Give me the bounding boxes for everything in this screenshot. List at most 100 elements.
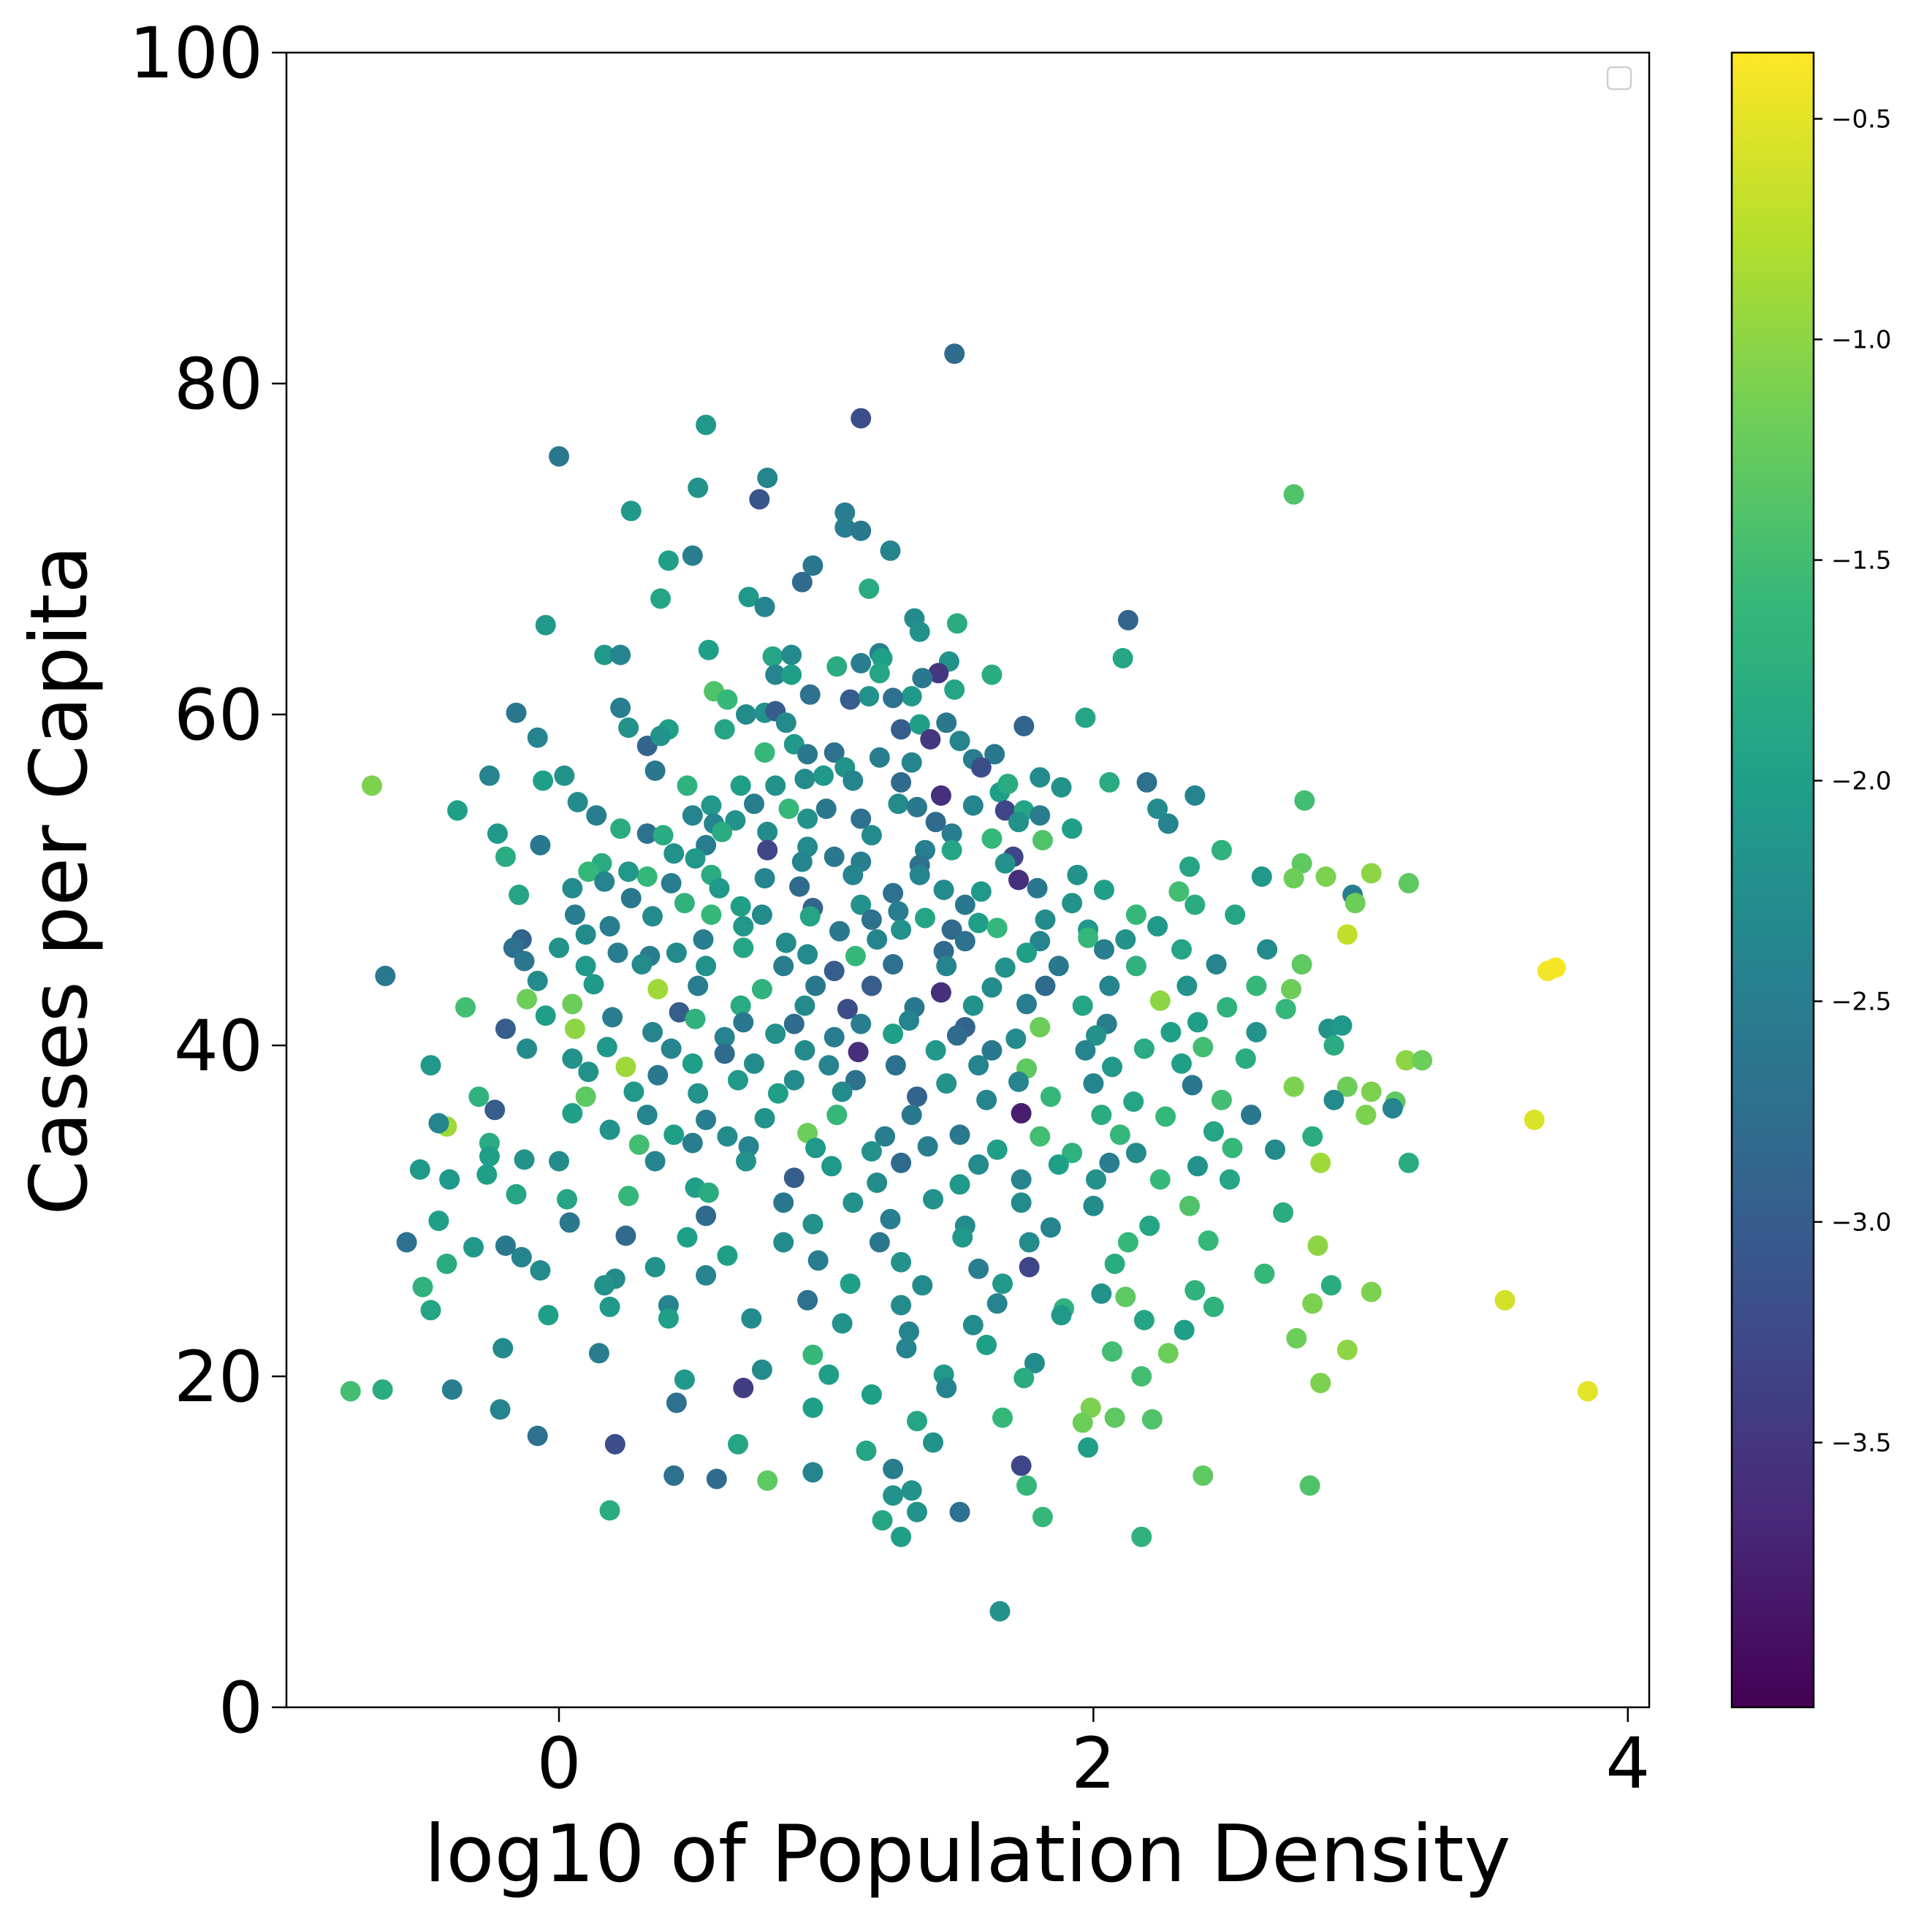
data-point <box>1008 1071 1029 1092</box>
data-point <box>1211 839 1232 861</box>
data-point <box>1577 1381 1598 1402</box>
data-point <box>802 1344 824 1365</box>
data-point <box>880 540 901 561</box>
data-point <box>1013 1368 1035 1389</box>
data-point <box>891 1152 912 1173</box>
data-point <box>883 687 904 709</box>
data-point <box>1099 1152 1120 1173</box>
x-axis: 0 2 4 <box>536 1707 1650 1804</box>
data-point <box>805 975 826 996</box>
data-point <box>509 884 530 905</box>
data-point <box>1078 1437 1099 1458</box>
data-point <box>717 1126 738 1147</box>
data-point <box>794 769 815 790</box>
data-point <box>1294 790 1315 811</box>
data-point <box>535 614 556 636</box>
data-point <box>1016 942 1037 964</box>
data-point <box>549 937 569 958</box>
data-point <box>1157 813 1179 834</box>
data-point <box>1291 954 1312 975</box>
data-point <box>813 765 834 786</box>
y-tick-label: 40 <box>174 1005 263 1087</box>
data-point <box>1171 1053 1192 1074</box>
data-point <box>1013 715 1035 736</box>
data-point <box>751 904 772 926</box>
data-point <box>909 714 930 735</box>
data-point <box>682 1053 703 1074</box>
data-point <box>775 712 796 733</box>
data-point <box>872 1510 893 1531</box>
data-point <box>1104 1407 1125 1428</box>
data-point <box>1099 975 1120 996</box>
data-point <box>696 1109 717 1130</box>
data-point <box>492 1338 514 1359</box>
data-point <box>907 796 927 817</box>
data-point <box>650 725 671 747</box>
data-point <box>1123 1091 1144 1112</box>
data-point <box>1117 609 1138 630</box>
data-point <box>757 468 778 489</box>
data-point <box>1086 1169 1106 1190</box>
data-point <box>588 1343 609 1364</box>
data-point <box>994 957 1016 978</box>
data-point <box>586 805 607 826</box>
data-point <box>997 774 1019 795</box>
data-point <box>867 1173 888 1193</box>
data-point <box>933 880 954 901</box>
data-point <box>514 950 535 972</box>
data-point <box>989 1601 1011 1622</box>
data-point <box>807 1250 829 1271</box>
data-point <box>1136 771 1157 793</box>
data-point <box>688 1083 709 1104</box>
data-point <box>677 1227 698 1248</box>
data-point <box>511 1246 532 1268</box>
data-point <box>1307 1235 1328 1257</box>
data-point <box>754 1108 775 1129</box>
data-point <box>797 944 818 965</box>
data-point <box>891 771 912 793</box>
data-point <box>514 1149 535 1170</box>
data-point <box>952 1227 973 1248</box>
data-point <box>824 846 845 867</box>
data-point <box>714 719 735 740</box>
data-point <box>1299 1475 1320 1496</box>
data-point <box>901 1105 922 1126</box>
data-point <box>1265 1139 1285 1160</box>
colorbar-axis: −3.5 −3.0 −2.5 −2.0 −1.5 −1.0 −0.5 <box>1814 105 1892 1458</box>
colorbar-tick-label: −2.0 <box>1831 767 1892 796</box>
data-point <box>1171 939 1192 960</box>
data-point <box>986 1139 1008 1160</box>
data-point <box>562 1048 583 1070</box>
data-point <box>912 1275 933 1296</box>
data-point <box>604 1433 625 1455</box>
x-tick-label: 4 <box>1605 1723 1650 1804</box>
data-point <box>1141 1409 1163 1430</box>
data-point <box>826 656 848 677</box>
data-point <box>362 775 382 796</box>
data-point <box>1345 893 1366 914</box>
data-point <box>1302 1126 1323 1147</box>
data-point <box>340 1381 361 1402</box>
data-point <box>610 818 631 839</box>
data-point <box>1019 1232 1040 1253</box>
data-point <box>1184 785 1206 806</box>
data-point <box>1320 1275 1342 1296</box>
data-point <box>636 823 658 845</box>
data-point <box>802 555 824 576</box>
data-point <box>1094 880 1114 901</box>
data-point <box>623 1081 644 1102</box>
data-point <box>1062 818 1083 839</box>
data-point <box>859 578 880 599</box>
data-point <box>794 1040 815 1061</box>
data-point <box>1149 1169 1171 1190</box>
colorbar-tick-label: −1.0 <box>1831 326 1892 355</box>
data-point <box>674 893 695 914</box>
data-point <box>549 446 569 467</box>
data-point <box>530 1260 551 1281</box>
data-point <box>861 975 882 996</box>
data-point <box>709 877 730 899</box>
data-point <box>946 1025 967 1046</box>
data-point <box>754 868 775 889</box>
